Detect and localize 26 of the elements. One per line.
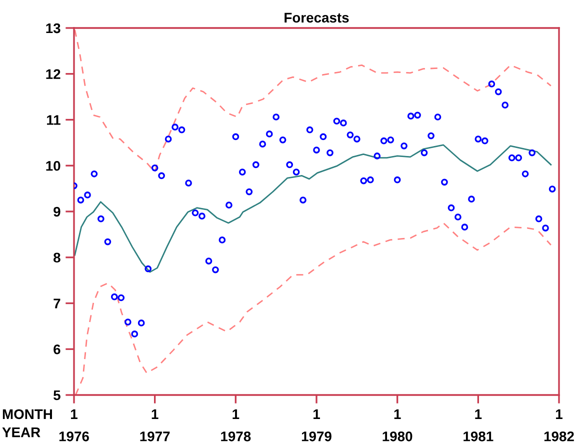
y-tick-label: 13: [46, 23, 60, 34]
text: 1: [556, 409, 562, 419]
x-tick-label: 1982: [544, 431, 574, 442]
y-tick-label: 6: [54, 344, 60, 354]
x-tick-label: 1980: [382, 431, 412, 442]
text: 1: [232, 409, 240, 419]
x-tick-label: 1978: [221, 431, 251, 442]
text: 1: [314, 409, 320, 419]
y-tick-label: 5: [54, 390, 60, 400]
x-axis-title: YEAR: [2, 428, 40, 438]
text: 1: [394, 409, 401, 419]
chart-title: Forecasts: [284, 12, 349, 23]
y-tick-label: 11: [46, 115, 60, 125]
y-tick-label: 10: [46, 160, 60, 171]
x-tick-label: 1976: [59, 431, 89, 442]
text: 1: [152, 409, 158, 419]
text: 1: [475, 409, 482, 419]
y-tick-label: 9: [54, 206, 60, 217]
x-tick-label: 1979: [302, 431, 332, 442]
y-tick-label: 8: [54, 252, 60, 263]
x-tick-label: 1977: [140, 431, 170, 442]
text: MONTH: [2, 409, 52, 420]
x-tick-label: 1981: [464, 431, 494, 442]
y-tick-label: 7: [54, 298, 60, 308]
text: 1: [71, 409, 78, 419]
y-tick-label: 12: [46, 69, 60, 79]
